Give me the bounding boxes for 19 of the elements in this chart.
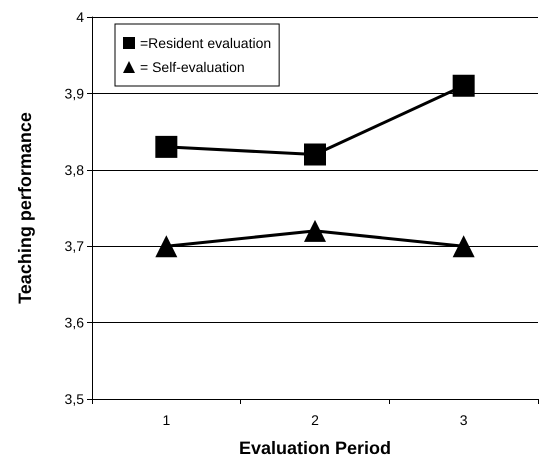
point (452, 74, 475, 97)
y-tick-label: 3,7 (64, 238, 84, 254)
x-axis-title: Evaluation Period (238, 438, 392, 458)
legend-label: = Self-evaluation (140, 59, 245, 75)
point (452, 235, 475, 258)
y-axis-title: Teaching performance (15, 112, 35, 304)
x-tick-label: 2 (311, 412, 320, 428)
y-tick-label: 4 (76, 9, 84, 25)
y-tick-label: 3,5 (64, 391, 84, 407)
x-tick-label: 3 (460, 412, 468, 428)
point (304, 144, 326, 166)
y-tick-label: 3,8 (64, 162, 84, 178)
y-tick-label: 3,6 (64, 314, 84, 331)
point (155, 136, 178, 158)
legend-label: =Resident evaluation (140, 35, 272, 51)
y-tick-label: 3,9 (64, 85, 84, 102)
x-tick-label: 1 (162, 412, 170, 428)
point (155, 235, 178, 258)
point (304, 220, 326, 242)
